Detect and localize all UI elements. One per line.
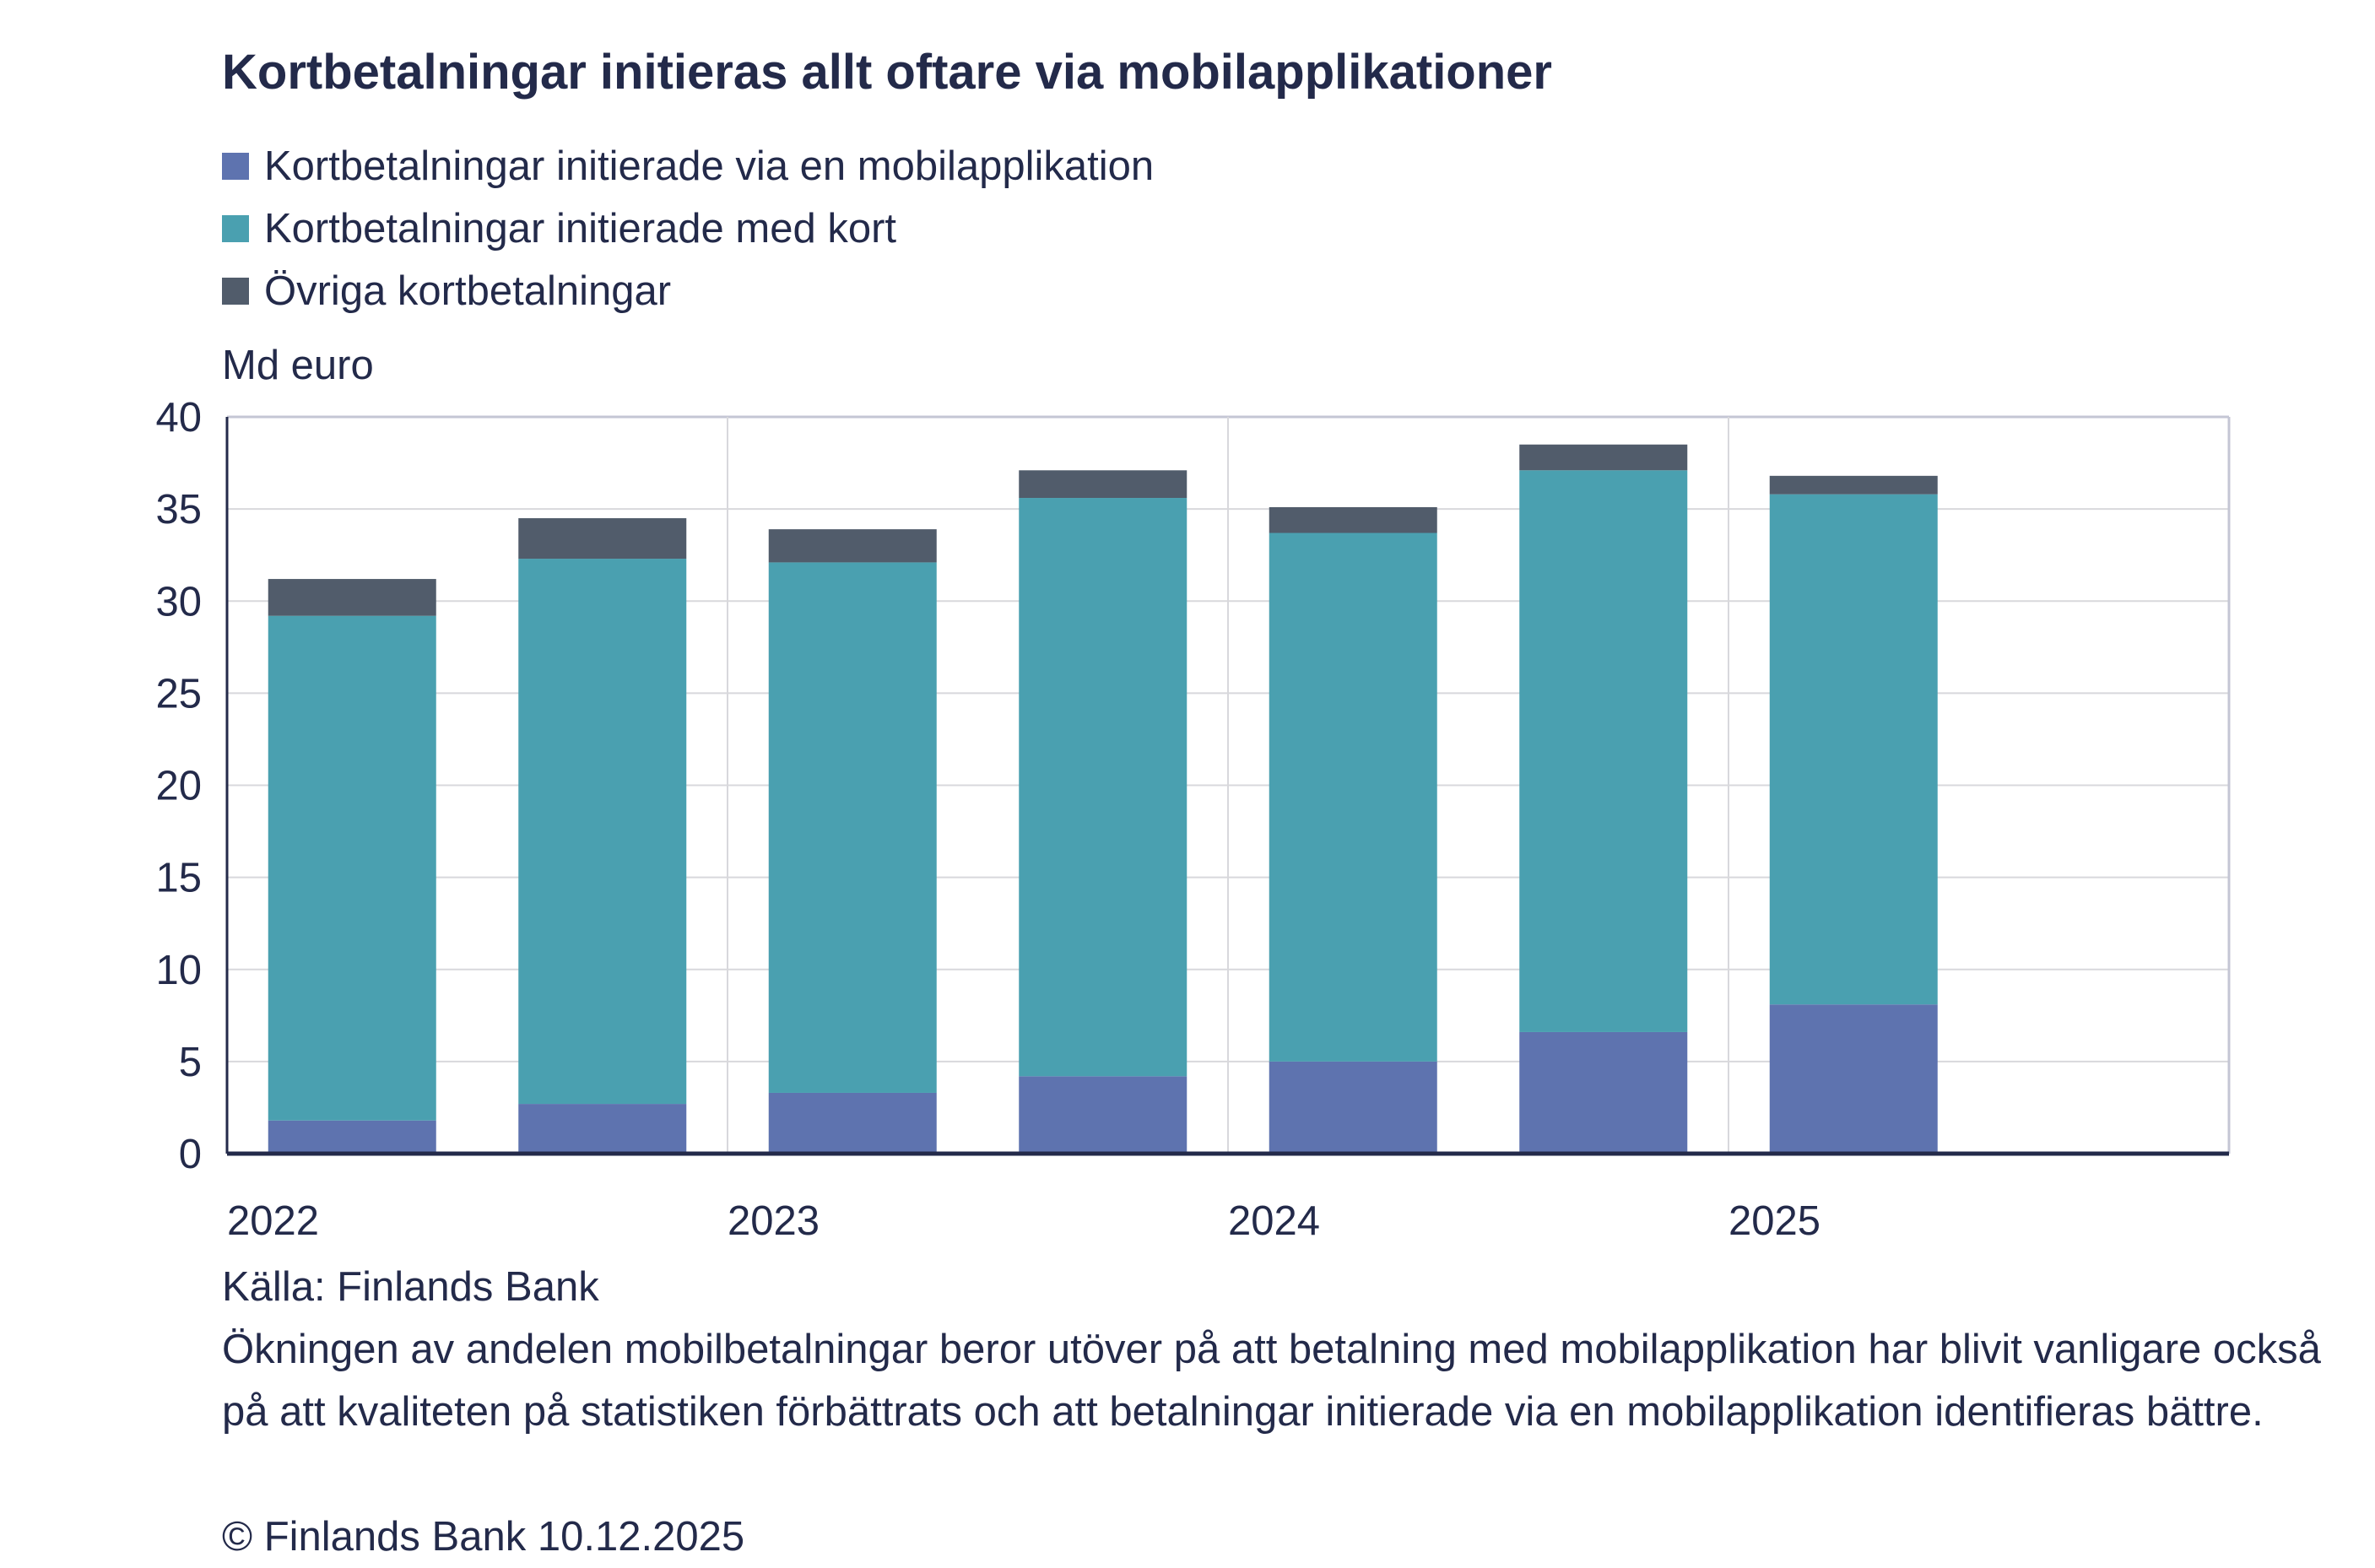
footnote: Ökningen av andelen mobilbetalningar ber… [222,1327,2321,1435]
legend-item-mobile: Kortbetalningar initierade via en mobila… [222,135,1154,197]
bar-segment-mobile [1019,1076,1188,1154]
bar-segment-mobile [768,1092,937,1154]
bar-segment-card [1769,494,1938,1005]
y-tick-label: 10 [155,948,202,993]
legend-swatch-card [222,215,249,242]
bar-segment-other [1019,470,1188,499]
legend: Kortbetalningar initierade via en mobila… [222,135,1154,322]
y-tick-label: 35 [155,487,202,533]
bar-segment-mobile [518,1104,687,1154]
x-tick-label: 2025 [1729,1198,1820,1244]
bar-segment-mobile [1269,1061,1437,1154]
legend-item-other: Övriga kortbetalningar [222,260,1154,322]
bar-segment-mobile [1519,1031,1688,1154]
legend-swatch-other [222,278,249,305]
legend-label-card: Kortbetalningar initierade med kort [264,206,897,251]
bar-segment-other [1269,506,1437,533]
bar-segment-other [768,529,937,563]
legend-item-card: Kortbetalningar initierade med kort [222,197,1154,260]
legend-swatch-mobile [222,153,249,180]
x-tick-label: 2022 [227,1198,319,1244]
bar-segment-other [1519,444,1688,471]
y-tick-label: 25 [155,671,202,716]
legend-label-mobile: Kortbetalningar initierade via en mobila… [264,143,1155,189]
y-tick-label: 40 [155,395,202,441]
y-tick-label: 0 [179,1132,202,1177]
y-tick-label: 30 [155,579,202,624]
bar-segment-card [1519,470,1688,1032]
y-tick-label: 20 [155,764,202,809]
y-tick-label: 5 [179,1040,202,1085]
copyright: © Finlands Bank 10.12.2025 [222,1514,745,1560]
chart-title: Kortbetalningar initieras allt oftare vi… [222,45,1552,100]
y-tick-label: 15 [155,856,202,901]
bar-segment-other [518,518,687,560]
legend-label-other: Övriga kortbetalningar [264,268,672,314]
source-text: Källa: Finlands Bank [222,1264,599,1310]
bar-segment-other [268,579,436,616]
bar-segment-card [518,559,687,1105]
bar-segment-card [1019,498,1188,1077]
x-tick-label: 2023 [728,1198,820,1244]
bar-segment-card [1269,533,1437,1062]
x-tick-label: 2024 [1228,1198,1320,1244]
bar-segment-mobile [1769,1004,1938,1154]
bar-segment-card [768,562,937,1093]
bar-segment-card [268,615,436,1121]
y-axis-unit: Md euro [222,343,374,388]
bar-segment-mobile [268,1120,436,1154]
bar-segment-other [1769,475,1938,495]
